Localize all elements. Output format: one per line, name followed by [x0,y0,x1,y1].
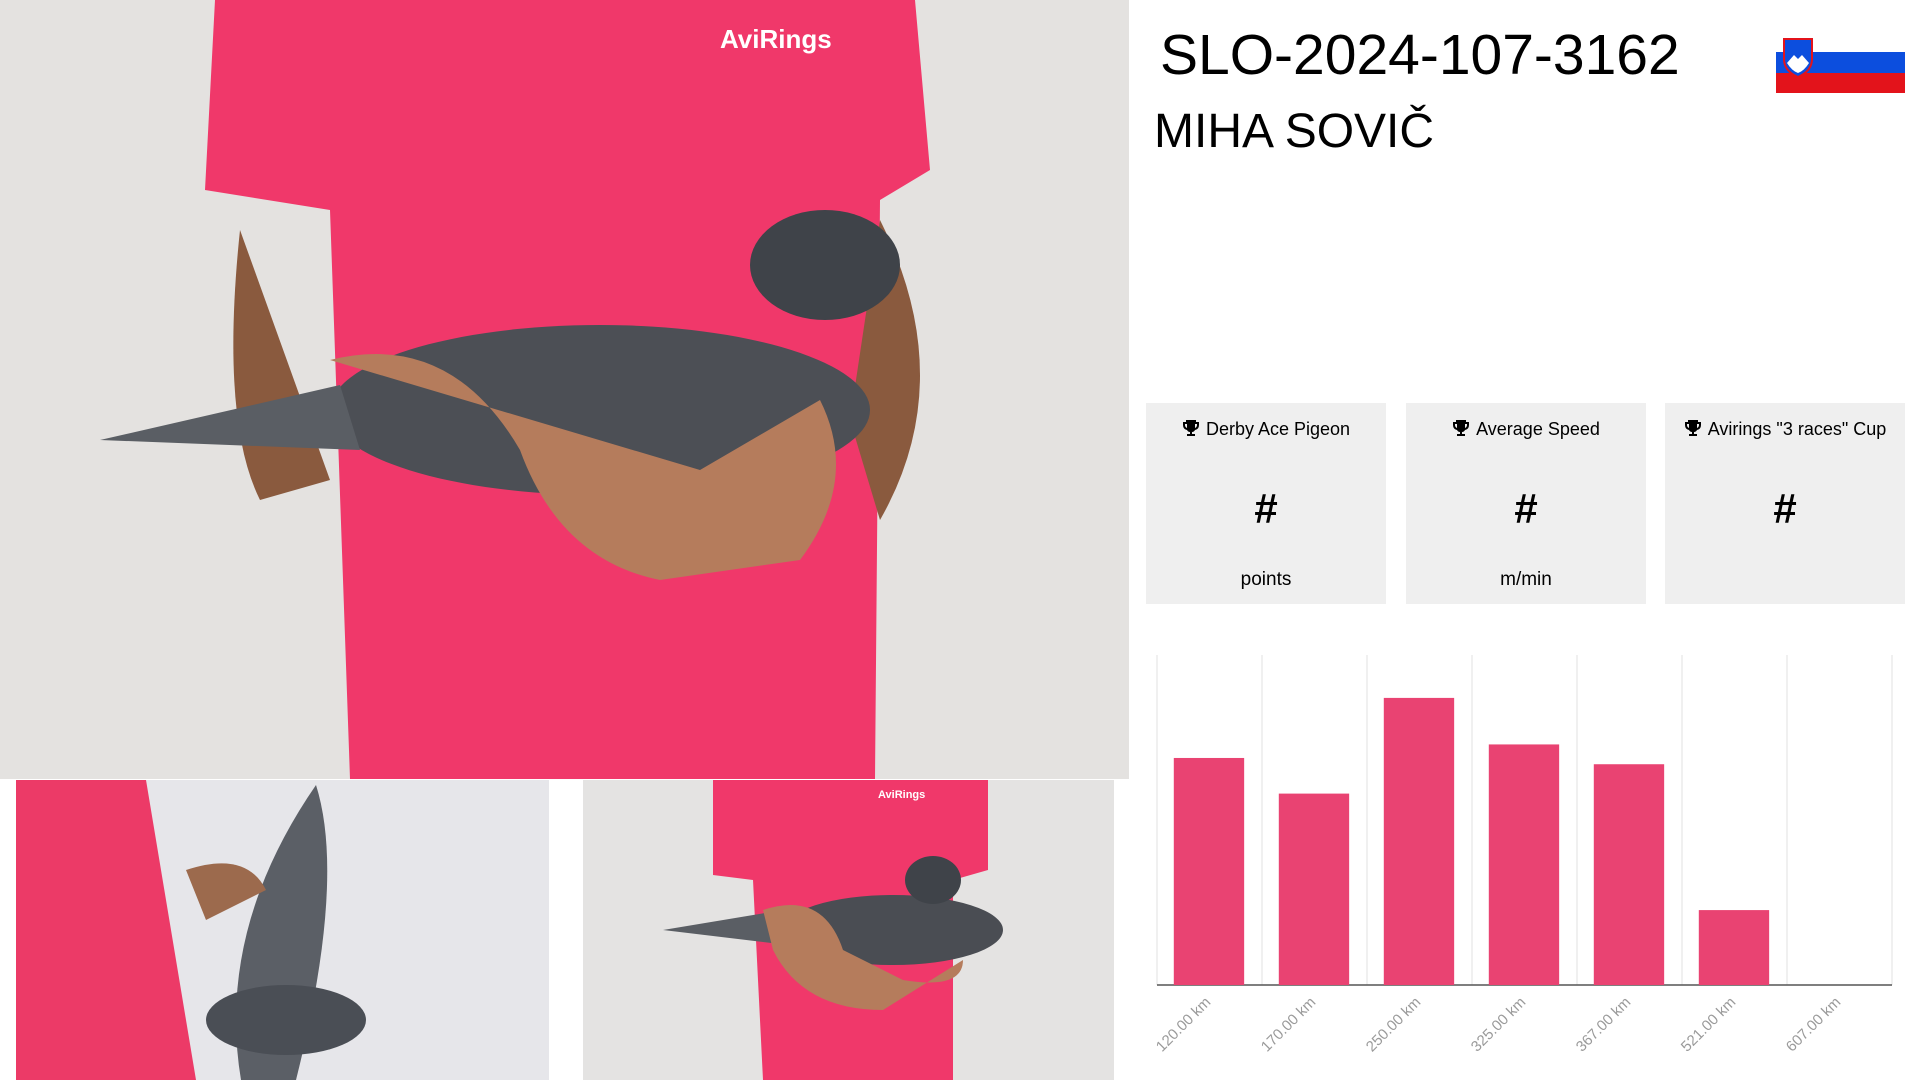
bar [1593,764,1665,985]
bar [1698,910,1770,985]
shirt-logo: AviRings [878,789,925,801]
card-label: Derby Ace Pigeon [1146,419,1386,440]
card-value: # [1254,485,1278,532]
bar [1173,757,1245,985]
card-label: Avirings "3 races" Cup [1665,419,1905,440]
main-photo: AviRings [0,0,1129,779]
x-tick-label: 170.00 km [1258,994,1320,1056]
x-tick-label: 325.00 km [1468,994,1530,1056]
x-tick-label: 250.00 km [1363,994,1425,1056]
card-label-text: Derby Ace Pigeon [1205,419,1351,439]
shirt-logo: AviRings [720,24,832,54]
card-label: Average Speed [1406,419,1646,440]
x-tick-label: 120.00 km [1153,994,1215,1056]
trophy-icon [1182,420,1199,436]
x-tick-label: 367.00 km [1573,994,1635,1056]
side-photo: AviRings [583,780,1114,1080]
stat-card: Average Speed # m/min [1406,403,1646,604]
owner-name: MIHA SOVIČ [1154,105,1435,158]
bar [1488,744,1560,985]
x-tick-label: 521.00 km [1678,994,1740,1056]
stat-card: Derby Ace Pigeon # points [1146,403,1386,604]
stat-card: Avirings "3 races" Cup # [1665,403,1905,604]
card-label-text: Average Speed [1476,419,1600,439]
bar [1383,697,1455,985]
bar [1278,793,1350,985]
card-label-text: Avirings "3 races" Cup [1707,419,1887,439]
trophy-icon [1453,420,1470,436]
card-value: # [1514,485,1538,532]
card-unit: points [1240,569,1292,590]
card-value: # [1773,485,1797,532]
card-unit: m/min [1500,569,1552,590]
wing-photo [16,780,549,1080]
x-tick-label: 607.00 km [1783,994,1845,1056]
flag [1776,31,1905,93]
ring-number: SLO-2024-107-3162 [1160,23,1680,87]
trophy-icon [1684,420,1701,436]
